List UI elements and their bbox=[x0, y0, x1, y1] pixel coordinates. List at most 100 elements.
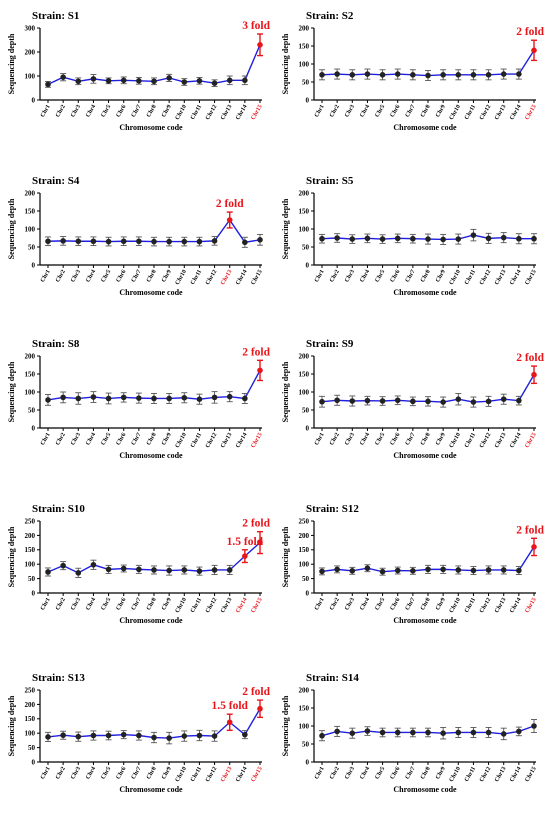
x-tick-label: Chr10 bbox=[175, 104, 188, 121]
data-point bbox=[211, 80, 218, 86]
chart-title: Strain: S12 bbox=[306, 503, 359, 515]
x-tick-label: Chr9 bbox=[435, 104, 447, 119]
data-point bbox=[45, 238, 51, 245]
data-point bbox=[470, 399, 477, 405]
x-tick-label: Chr4 bbox=[85, 104, 97, 119]
data-point bbox=[470, 567, 477, 574]
chart-title: Strain: S9 bbox=[306, 338, 354, 350]
data-point bbox=[470, 72, 477, 78]
x-tick-label: Chr13 bbox=[220, 597, 233, 614]
data-point bbox=[226, 217, 233, 223]
x-tick-label: Chr3 bbox=[344, 104, 356, 119]
x-axis-label: Chromosome code bbox=[119, 616, 183, 625]
data-point bbox=[226, 719, 233, 726]
data-point bbox=[60, 74, 66, 80]
x-tick-label: Chr9 bbox=[435, 597, 447, 612]
data-point bbox=[485, 729, 492, 736]
data-point bbox=[226, 77, 233, 84]
x-tick-label: Chr9 bbox=[161, 432, 173, 447]
x-tick-label: Chr2 bbox=[329, 432, 341, 447]
data-point bbox=[90, 394, 97, 400]
x-tick-label: Chr11 bbox=[464, 766, 477, 783]
x-tick-label: Chr8 bbox=[420, 104, 432, 119]
data-point bbox=[410, 729, 416, 736]
data-point bbox=[485, 235, 492, 242]
data-point bbox=[45, 569, 51, 575]
data-point bbox=[516, 728, 522, 735]
x-tick-label: Chr6 bbox=[390, 104, 402, 119]
y-axis-label: Sequencing depth bbox=[281, 33, 290, 94]
data-point bbox=[105, 238, 112, 245]
data-point bbox=[90, 76, 97, 82]
data-point bbox=[242, 239, 248, 246]
x-tick-label: Chr15 bbox=[250, 432, 263, 449]
y-tick-label: 100 bbox=[299, 60, 310, 68]
y-tick-label: 250 bbox=[299, 517, 310, 525]
y-tick-label: 100 bbox=[25, 730, 36, 738]
data-point bbox=[394, 71, 401, 77]
y-tick-label: 200 bbox=[299, 686, 310, 694]
x-tick-label: Chr7 bbox=[131, 104, 143, 119]
data-point bbox=[364, 71, 371, 77]
x-tick-label: Chr13 bbox=[220, 269, 233, 286]
y-tick-label: 0 bbox=[32, 758, 36, 766]
x-tick-label: Chr6 bbox=[390, 269, 402, 284]
chart-title: Strain: S4 bbox=[32, 175, 80, 187]
x-tick-label: Chr14 bbox=[235, 432, 248, 449]
data-point bbox=[319, 72, 325, 78]
x-tick-label: Chr7 bbox=[405, 766, 417, 781]
x-tick-label: Chr2 bbox=[55, 597, 67, 612]
y-tick-label: 50 bbox=[302, 243, 310, 251]
x-tick-label: Chr8 bbox=[420, 432, 432, 447]
data-point bbox=[440, 399, 446, 405]
y-tick-label: 200 bbox=[299, 352, 310, 360]
x-tick-label: Chr5 bbox=[100, 432, 112, 447]
chart-panel-3: Strain: S4 0 50 100 150 200 Sequencing depth Ch… bbox=[7, 175, 264, 297]
y-axis-label: Sequencing depth bbox=[7, 198, 16, 259]
data-point bbox=[226, 393, 233, 400]
x-axis-label: Chromosome code bbox=[393, 785, 457, 794]
data-point bbox=[211, 238, 218, 244]
x-tick-label: Chr14 bbox=[509, 432, 522, 449]
data-point bbox=[425, 72, 431, 79]
y-tick-label: 200 bbox=[299, 24, 310, 32]
x-tick-label: Chr12 bbox=[205, 597, 218, 614]
data-point bbox=[105, 78, 112, 84]
data-point bbox=[181, 394, 188, 401]
x-tick-label: Chr1 bbox=[40, 104, 52, 119]
x-tick-label: Chr7 bbox=[405, 104, 417, 119]
x-tick-label: Chr8 bbox=[420, 269, 432, 284]
data-point bbox=[257, 539, 263, 546]
data-point bbox=[379, 568, 386, 575]
x-tick-label: Chr15 bbox=[524, 104, 537, 121]
x-tick-label: Chr6 bbox=[116, 766, 128, 781]
data-point bbox=[166, 567, 172, 574]
data-point bbox=[120, 394, 127, 401]
data-point bbox=[136, 78, 142, 84]
data-point bbox=[470, 232, 477, 238]
data-point bbox=[45, 734, 51, 740]
x-tick-label: Chr9 bbox=[161, 597, 173, 612]
data-point bbox=[531, 235, 537, 242]
x-tick-label: Chr8 bbox=[146, 766, 158, 781]
y-tick-label: 50 bbox=[28, 575, 36, 583]
x-tick-label: Chr3 bbox=[344, 597, 356, 612]
y-tick-label: 0 bbox=[306, 96, 310, 104]
x-tick-label: Chr2 bbox=[329, 104, 341, 119]
x-tick-label: Chr4 bbox=[359, 269, 371, 284]
y-tick-label: 0 bbox=[306, 589, 310, 597]
x-tick-label: Chr5 bbox=[100, 597, 112, 612]
data-point bbox=[379, 729, 386, 736]
data-point bbox=[181, 567, 188, 573]
data-point bbox=[516, 71, 522, 77]
data-point bbox=[394, 397, 401, 404]
fold-annotation: 2 fold bbox=[242, 346, 270, 358]
data-point bbox=[166, 735, 172, 741]
fold-annotation: 2 fold bbox=[516, 524, 544, 536]
y-tick-label: 200 bbox=[299, 532, 310, 540]
x-tick-label: Chr12 bbox=[479, 766, 492, 783]
data-point bbox=[319, 732, 325, 739]
fold-annotation: 2 fold bbox=[516, 26, 544, 38]
y-tick-label: 50 bbox=[302, 406, 310, 414]
